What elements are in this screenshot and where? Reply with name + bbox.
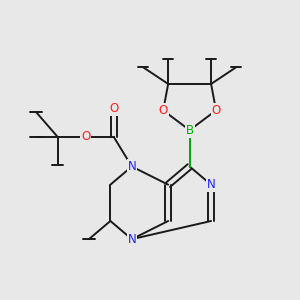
Text: N: N — [207, 178, 215, 191]
Text: N: N — [128, 233, 136, 246]
Text: B: B — [186, 124, 194, 137]
Text: N: N — [128, 160, 136, 173]
Text: O: O — [212, 104, 221, 117]
Text: O: O — [159, 104, 168, 117]
Text: O: O — [81, 130, 90, 143]
Text: O: O — [109, 102, 118, 115]
